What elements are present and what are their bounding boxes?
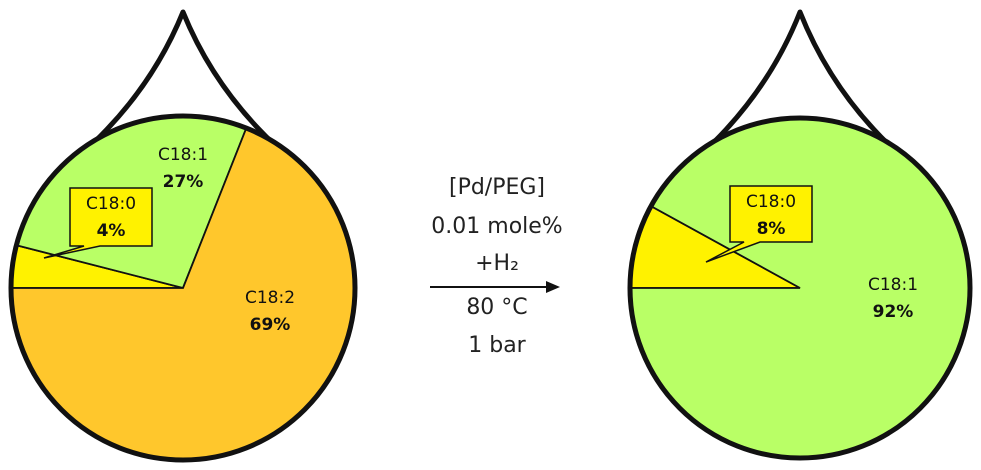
slice-value: 4% xyxy=(97,221,126,241)
slice-name: C18:0 xyxy=(746,192,796,212)
droplet-outline xyxy=(627,115,973,461)
callout xyxy=(43,187,153,259)
arrow-head xyxy=(546,281,560,293)
slice-value: 27% xyxy=(163,172,204,192)
callout xyxy=(705,185,813,263)
slice-name: C18:1 xyxy=(868,275,918,295)
slice-name: C18:0 xyxy=(86,194,136,214)
slice-value: 8% xyxy=(757,219,786,239)
slice-name: C18:1 xyxy=(158,145,208,165)
slice-value: 92% xyxy=(873,302,914,322)
condition: 0.01 mole% xyxy=(431,214,562,239)
slice-name: C18:2 xyxy=(245,288,295,308)
droplet-outline xyxy=(8,113,358,463)
slice-value: 69% xyxy=(250,315,291,335)
reaction-conditions: [Pd/PEG] 0.01 mole% +H₂ 80 °C 1 bar xyxy=(430,175,563,358)
condition: 1 bar xyxy=(468,333,526,358)
condition: +H₂ xyxy=(475,251,519,276)
condition: 80 °C xyxy=(466,295,527,320)
condition: [Pd/PEG] xyxy=(449,175,545,200)
